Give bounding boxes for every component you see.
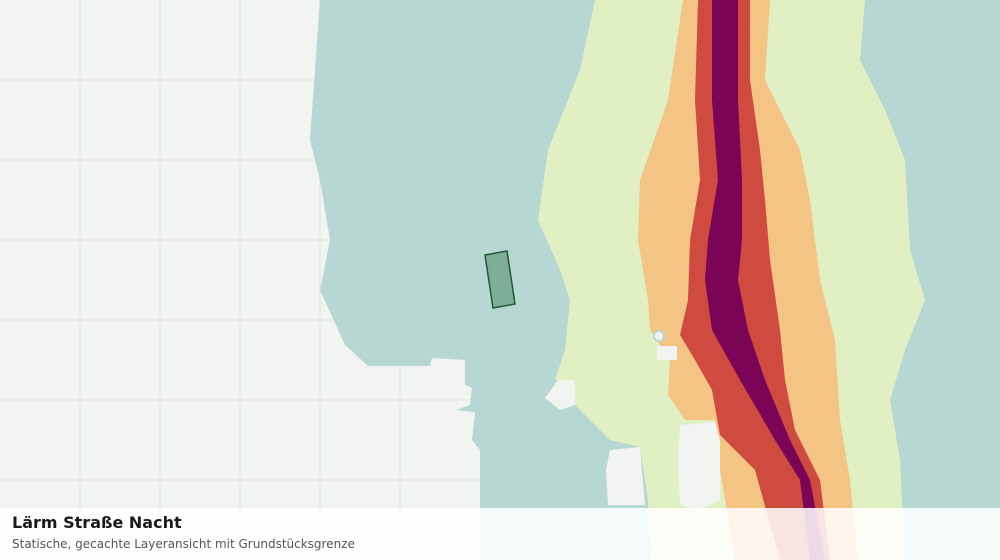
parcel-boundary (484, 250, 516, 309)
building-gap (606, 447, 645, 505)
building-gap (653, 330, 665, 342)
building-gap (545, 380, 575, 410)
building-gap (657, 346, 677, 360)
noise-zone-60 (705, 0, 825, 560)
building-gap (678, 422, 720, 510)
layer-title: Lärm Straße Nacht (12, 513, 182, 532)
layer-subtitle: Statische, gecachte Layeransicht mit Gru… (12, 537, 355, 551)
caption-panel (0, 508, 1000, 560)
